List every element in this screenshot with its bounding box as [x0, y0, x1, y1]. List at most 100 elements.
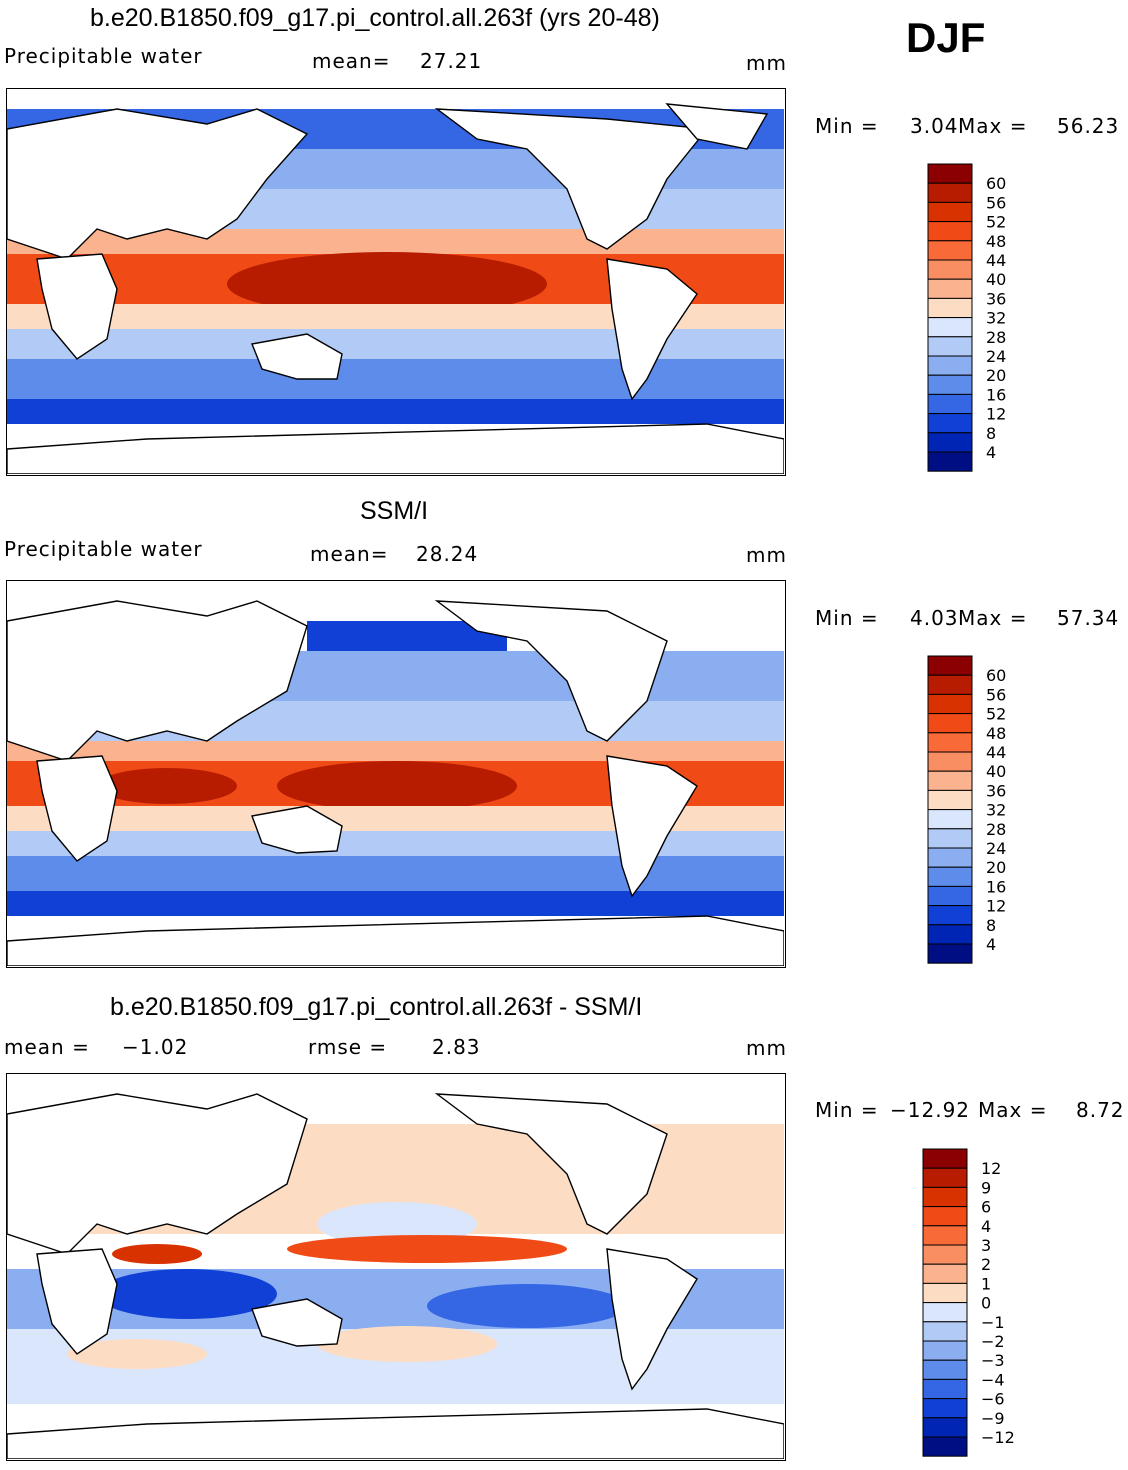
colorbar-swatch	[927, 924, 973, 945]
colorbar-swatch	[922, 1321, 968, 1342]
max-value: 8.72	[1076, 1098, 1125, 1122]
max-value: 57.34	[1057, 606, 1120, 630]
colorbar-tick-label: 20	[986, 366, 1006, 385]
colorbar-tick-label: −4	[981, 1370, 1005, 1389]
colorbar-tick-label: 20	[986, 858, 1006, 877]
map-diff	[6, 1073, 786, 1461]
colorbar-tick-label: 1	[981, 1274, 991, 1293]
colorbar-swatch	[927, 432, 973, 453]
colorbar-swatch	[922, 1167, 968, 1188]
variable-label: Precipitable water	[4, 44, 203, 68]
colorbar-tick-label: 44	[986, 743, 1006, 762]
colorbar-tick-label: −1	[981, 1313, 1005, 1332]
colorbar-swatch	[927, 393, 973, 415]
colorbar-tick-label: −2	[981, 1332, 1005, 1351]
colorbar-tick-label: 40	[986, 270, 1006, 289]
colorbar-tick-label: 52	[986, 705, 1006, 724]
colorbar-swatch	[922, 1378, 968, 1400]
colorbar-tick-label: 48	[986, 232, 1006, 251]
min-value: −12.92	[890, 1098, 971, 1122]
colorbar-tick-label: 56	[986, 685, 1006, 704]
colorbar-swatch	[927, 451, 973, 472]
units-label: mm	[746, 51, 787, 75]
colorbar-tick-label: 28	[986, 820, 1006, 839]
colorbar-tick-label: 48	[986, 724, 1006, 743]
colorbar-swatch	[927, 355, 973, 376]
colorbar-swatch	[922, 1206, 968, 1227]
colorbar-tick-label: 24	[986, 347, 1006, 366]
panel-title: b.e20.B1850.f09_g17.pi_control.all.263f …	[90, 4, 660, 32]
colorbar-tick-label: 44	[986, 251, 1006, 270]
colorbar-swatch	[922, 1263, 968, 1284]
min-value: 4.03	[910, 606, 959, 630]
colorbar-tick-label: 12	[981, 1159, 1001, 1178]
colorbar-swatch	[927, 732, 973, 753]
colorbar-swatch	[927, 847, 973, 868]
max-value: 56.23	[1057, 114, 1120, 138]
colorbar-swatch	[922, 1417, 968, 1438]
colorbar-swatch	[922, 1340, 968, 1361]
colorbar-swatch	[922, 1186, 968, 1208]
variable-label: Precipitable water	[4, 537, 203, 561]
map-obs	[6, 580, 786, 968]
min-label: Min =	[815, 606, 879, 630]
colorbar-tick-label: 4	[981, 1217, 991, 1236]
colorbar-tick-label: 24	[986, 839, 1006, 858]
colorbar-swatch	[927, 336, 973, 357]
colorbar-tick-label: 16	[986, 385, 1006, 404]
colorbar-tick-label: 12	[986, 897, 1006, 916]
colorbar-tick-label: 4	[986, 935, 996, 954]
colorbar-swatch	[927, 297, 973, 319]
colorbar-swatch	[927, 201, 973, 223]
colorbar-tick-label: 3	[981, 1236, 991, 1255]
colorbar-swatch	[927, 674, 973, 695]
colorbar-swatch	[927, 751, 973, 772]
map-model	[6, 88, 786, 476]
mean-label: mean=	[312, 49, 391, 73]
colorbar-tick-label: 40	[986, 762, 1006, 781]
colorbar-tick-label: −6	[981, 1390, 1005, 1409]
mean-value: 27.21	[420, 49, 483, 73]
units-label: mm	[746, 543, 787, 567]
colorbar-swatch	[927, 770, 973, 791]
mean-value: −1.02	[122, 1035, 189, 1059]
season-label: DJF	[906, 14, 986, 61]
colorbar-tick-label: 0	[981, 1294, 991, 1313]
min-label: Min =	[815, 114, 879, 138]
colorbar-swatch	[927, 655, 973, 676]
colorbar-swatch	[922, 1359, 968, 1380]
colorbar-tick-label: 2	[981, 1255, 991, 1274]
mean-value: 28.24	[416, 542, 479, 566]
colorbar-tick-label: −3	[981, 1351, 1005, 1370]
colorbar-swatch	[927, 943, 973, 964]
colorbar-swatch	[922, 1436, 968, 1457]
colorbar-swatch	[922, 1282, 968, 1304]
colorbar-tick-label: 6	[981, 1198, 991, 1217]
colorbar-swatch	[927, 374, 973, 395]
colorbar-tick-label: 52	[986, 213, 1006, 232]
colorbar-swatch	[922, 1148, 968, 1169]
colorbar-swatch	[922, 1302, 968, 1323]
mean-label: mean=	[310, 542, 389, 566]
colorbar-tick-label: 56	[986, 193, 1006, 212]
max-label: Max =	[958, 114, 1028, 138]
colorbar-swatch	[927, 828, 973, 849]
colorbar-swatch	[927, 905, 973, 926]
colorbar-swatch	[922, 1244, 968, 1265]
colorbar-tick-label: 8	[986, 424, 996, 443]
max-label: Max =	[978, 1098, 1048, 1122]
colorbar-swatch	[927, 240, 973, 261]
panel-title: SSM/I	[360, 497, 429, 525]
colorbar-swatch	[927, 413, 973, 434]
min-label: Min =	[815, 1098, 879, 1122]
colorbar-tick-label: 16	[986, 877, 1006, 896]
colorbar-tick-label: −12	[981, 1428, 1015, 1447]
colorbar-tick-label: 60	[986, 174, 1006, 193]
colorbar-tick-label: 32	[986, 801, 1006, 820]
colorbar-tick-label: 36	[986, 289, 1006, 308]
colorbar-swatch	[927, 789, 973, 811]
colorbar-tick-label: −9	[981, 1409, 1005, 1428]
mean-label: mean =	[4, 1035, 90, 1059]
